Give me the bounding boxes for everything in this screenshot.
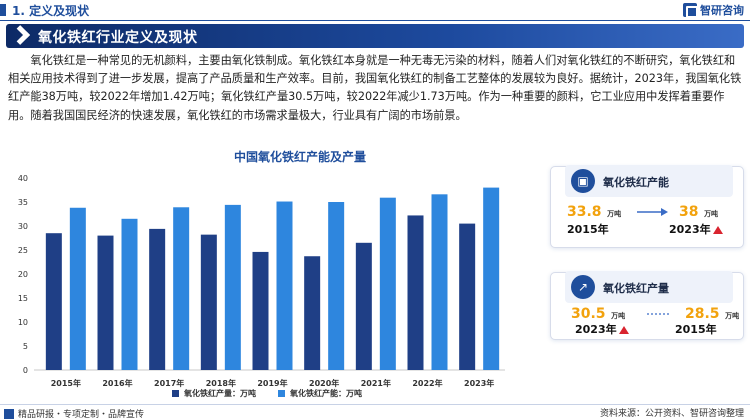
capacity-card-title: 氧化铁红产能 [603, 176, 669, 189]
section-title: 1. 定义及现状 [12, 4, 90, 18]
y-tick-label: 30 [18, 222, 28, 231]
up-arrow-icon [618, 326, 629, 334]
chart-growth-icon: ↗ [571, 275, 595, 299]
y-tick-label: 10 [18, 318, 28, 327]
output-bar [45, 233, 62, 370]
output-bar [304, 256, 321, 370]
legend-item-capacity: 氧化铁红产能：万吨 [278, 388, 362, 399]
capacity-bar [224, 204, 241, 370]
capacity-bar [379, 197, 396, 370]
factory-icon: ▣ [571, 169, 595, 193]
capacity-left-value-row: 33.8 万吨 [567, 201, 621, 220]
capacity-left-year: 2015年 [567, 223, 609, 236]
output-left-value: 30.5 [571, 306, 606, 322]
logo-text: 智研咨询 [700, 4, 744, 17]
up-arrow-icon [712, 226, 723, 234]
output-bar [355, 242, 372, 370]
capacity-bar [328, 202, 345, 370]
output-bar [407, 215, 424, 370]
legend-label-output: 氧化铁红产量：万吨 [184, 389, 256, 398]
output-left-year: 2023年 [575, 323, 617, 336]
capacity-right-year: 2023年 [669, 223, 711, 236]
capacity-bar [483, 187, 500, 370]
x-category-label: 2020年 [309, 378, 339, 388]
output-right-value: 28.5 [685, 306, 720, 322]
x-category-label: 2015年 [51, 378, 81, 388]
x-category-label: 2016年 [102, 378, 132, 388]
output-left-value-row: 30.5 万吨 [571, 303, 625, 322]
y-tick-label: 25 [18, 246, 28, 255]
x-category-label: 2018年 [206, 378, 236, 388]
capacity-bar [69, 207, 86, 370]
footer-logo-icon [4, 408, 14, 419]
dashed-arrow-icon [647, 313, 669, 315]
y-tick-label: 15 [18, 294, 28, 303]
output-right-year: 2015年 [675, 323, 717, 336]
capacity-card: ▣ 氧化铁红产能 33.8 万吨 2015年 38 万吨 2023年 [550, 165, 744, 248]
capacity-bar [173, 207, 190, 370]
x-category-label: 2017年 [154, 378, 184, 388]
logo-icon [683, 3, 698, 18]
legend-swatch-output [172, 390, 179, 397]
output-card-header: ↗ 氧化铁红产量 [565, 271, 733, 303]
y-tick-label: 35 [18, 198, 28, 207]
output-right-unit: 万吨 [725, 312, 740, 320]
capacity-right-value: 38 [679, 204, 699, 220]
section-marker [0, 4, 6, 16]
chart-svg: 0 5 10 15 20 25 30 35 40 2015年 2016年 2017年 2018年 2019… [18, 174, 505, 388]
capacity-bar [121, 218, 138, 370]
y-tick-label: 20 [18, 270, 28, 279]
legend-label-capacity: 氧化铁红产能：万吨 [290, 389, 362, 398]
capacity-bar [431, 194, 448, 370]
y-tick-label: 40 [18, 174, 28, 183]
bar-chart: 0 5 10 15 20 25 30 35 40 2015年 2016年 2017年 2018年 2019… [0, 160, 520, 400]
footer-source: 资料来源：公开资料、智研咨询整理 [599, 409, 744, 419]
x-category-label: 2022年 [412, 378, 442, 388]
output-bar [200, 234, 217, 370]
output-left-unit: 万吨 [611, 312, 626, 320]
arrow-right-icon [637, 208, 668, 216]
capacity-left-value: 33.8 [567, 204, 602, 220]
footer-divider [0, 404, 750, 405]
capacity-right-unit: 万吨 [704, 210, 719, 218]
capacity-right-year-row: 2023年 [669, 221, 723, 237]
chevron-right-icon [10, 25, 31, 45]
legend-swatch-capacity [278, 390, 285, 397]
footer-tagline: 精品研报・专项定制・品牌宣传 [4, 407, 144, 420]
page-title: 氧化铁红行业定义及现状 [38, 30, 198, 46]
x-category-label: 2023年 [464, 378, 494, 388]
footer-tagline-text: 精品研报・专项定制・品牌宣传 [18, 410, 145, 420]
title-banner: 氧化铁红行业定义及现状 [6, 24, 744, 48]
output-right-value-row: 28.5 万吨 [685, 303, 739, 322]
x-category-label: 2019年 [257, 378, 287, 388]
header-divider [0, 20, 750, 21]
capacity-bar [276, 201, 293, 370]
chart-title: 中国氧化铁红产能及产量 [233, 150, 366, 164]
output-bar [149, 228, 166, 370]
y-tick-label: 5 [23, 342, 28, 351]
output-card-title: 氧化铁红产量 [603, 282, 669, 295]
output-card: ↗ 氧化铁红产量 30.5 万吨 2023年 28.5 万吨 2015年 [550, 271, 744, 340]
top-header: 1. 定义及现状 智研咨询 [0, 0, 750, 20]
legend-item-output: 氧化铁红产量：万吨 [172, 388, 256, 399]
output-bar [459, 223, 476, 370]
y-tick-label: 0 [23, 366, 28, 375]
brand-logo: 智研咨询 [683, 2, 744, 18]
output-bar [252, 251, 269, 370]
capacity-left-unit: 万吨 [607, 210, 622, 218]
chart-legend: 氧化铁红产量：万吨 氧化铁红产能：万吨 [172, 388, 362, 399]
intro-paragraph: 氧化铁红是一种常见的无机颜料，主要由氧化铁制成。氧化铁红本身就是一种无毒无污染的… [8, 54, 742, 122]
capacity-right-value-row: 38 万吨 [679, 201, 718, 220]
output-left-year-row: 2023年 [575, 321, 629, 337]
capacity-card-header: ▣ 氧化铁红产能 [565, 165, 733, 197]
x-category-label: 2021年 [361, 378, 391, 388]
output-bar [97, 235, 114, 370]
